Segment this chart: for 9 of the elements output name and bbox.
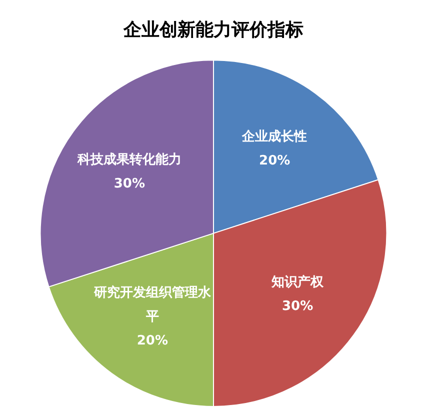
slice-label: 企业成长性 <box>241 130 308 145</box>
data-label: 20% <box>259 154 290 169</box>
slice-label: 科技成果转化能力 <box>76 152 182 168</box>
slice-label: 知识产权 <box>270 274 325 290</box>
data-label: 30% <box>114 176 145 192</box>
chart-title: 企业创新能力评价指标 <box>122 19 304 40</box>
slice-label: 研究开发组织管理水平 <box>92 284 212 325</box>
data-label: 20% <box>136 334 168 349</box>
data-label: 30% <box>282 298 314 314</box>
